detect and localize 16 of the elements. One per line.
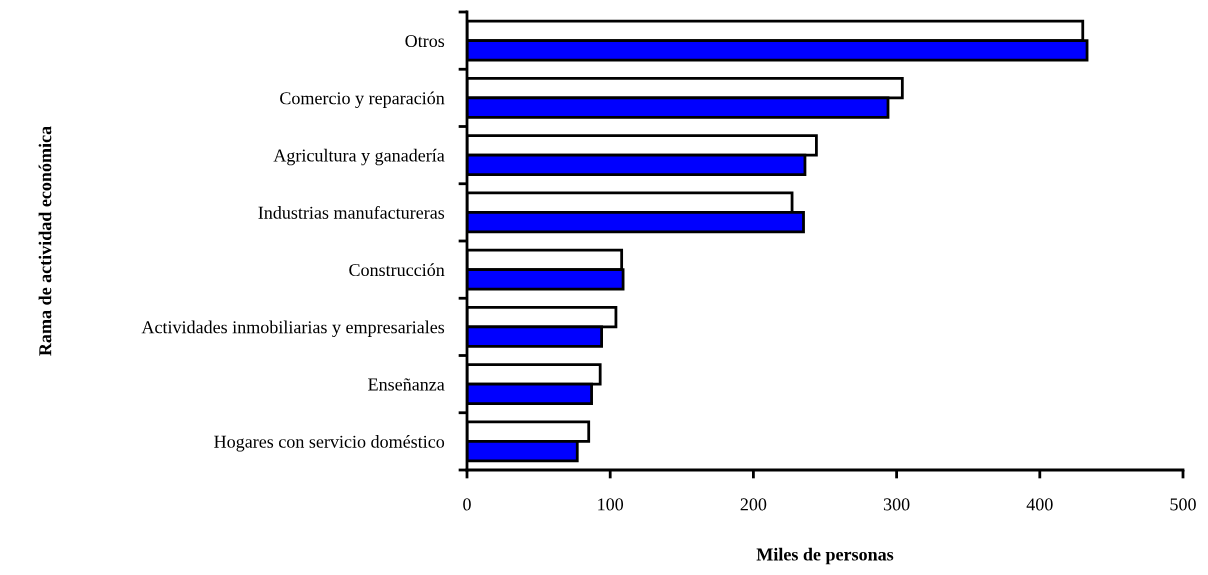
y-tick-label: Otros (405, 34, 445, 48)
y-tick-label: Enseñanza (368, 378, 445, 391)
y-tick-label: Hogares con servicio doméstico (214, 435, 445, 452)
x-tick-label: 200 (740, 498, 767, 511)
x-tick-label: 500 (1170, 498, 1196, 511)
y-tick-label: Comercio y reparación (280, 91, 445, 109)
y-tick-label: Industrias manufactureras (258, 205, 445, 219)
y-tick-label: Construcción (349, 263, 445, 277)
x-tick-label: 300 (883, 498, 910, 511)
x-axis-title: Miles de personas (756, 547, 894, 565)
x-tick-label: 0 (463, 498, 471, 511)
y-tick-label: Actividades inmobiliarias y empresariales (141, 320, 445, 338)
y-axis-title: Rama de actividad económica (38, 126, 52, 356)
x-tick-label: 400 (1026, 498, 1053, 511)
y-tick-label: Agricultura y ganadería (273, 148, 445, 166)
x-tick-label: 100 (598, 498, 624, 511)
